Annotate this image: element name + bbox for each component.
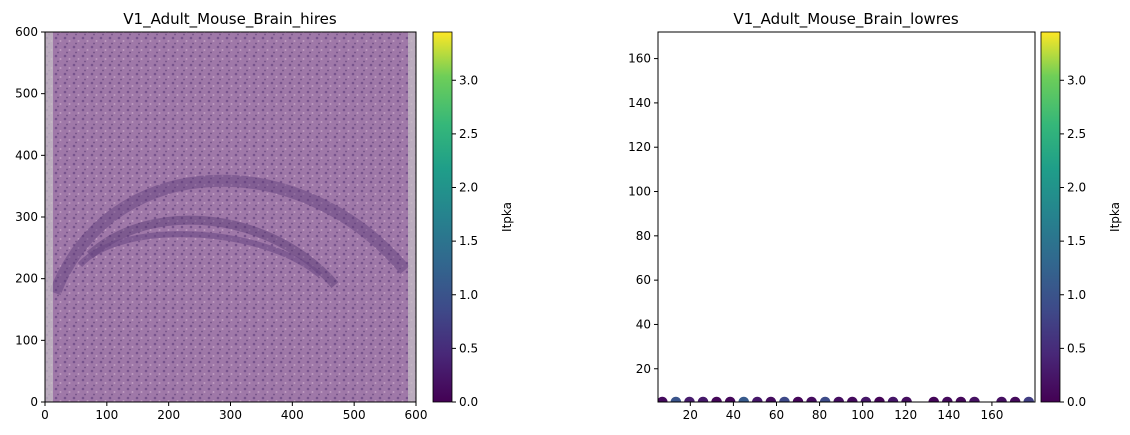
- colorbar-tick-label: 2.0: [459, 181, 478, 195]
- colorbar-label-lowres: Itpka: [1108, 202, 1122, 232]
- panel-hires: V1_Adult_Mouse_Brain_hires 0 100 200 300 400…: [15, 10, 514, 422]
- spot: [1009, 396, 1021, 402]
- y-tick-label: 160: [628, 52, 651, 66]
- y-axis-hires: 0 100 200 300 400 500 600: [15, 25, 45, 409]
- colorbar-tick-label: 3.0: [1067, 73, 1086, 87]
- y-axis-lowres: 20 40 60 80 100 120 140 160: [628, 52, 658, 376]
- y-tick-label: 80: [636, 229, 651, 243]
- y-tick-label: 300: [15, 210, 38, 224]
- x-tick-label: 100: [851, 408, 874, 422]
- colorbar-lowres: [1040, 31, 1061, 403]
- spot: [738, 396, 750, 402]
- panel-lowres: V1_Adult_Mouse_Brain_lowres 20 40 60 80 100 1…: [628, 10, 1122, 422]
- tissue-fold-upper: [49, 174, 410, 296]
- colorbar-tick-label: 2.5: [1067, 127, 1086, 141]
- tissue-background: [45, 32, 416, 402]
- tissue-edge-right: [408, 32, 416, 402]
- x-tick-label: 0: [41, 408, 49, 422]
- y-tick-label: 60: [636, 273, 651, 287]
- colorbar-tick-label: 0.0: [1067, 395, 1086, 409]
- colorbar-tick-label: 2.0: [1067, 181, 1086, 195]
- colorbar-tick-label: 0.0: [459, 395, 478, 409]
- spot: [928, 396, 940, 402]
- spot: [792, 396, 804, 402]
- x-tick-label: 160: [980, 408, 1003, 422]
- spot: [779, 396, 790, 402]
- x-axis-hires: 0 100 200 300 400 500 600: [41, 402, 427, 422]
- y-tick-label: 100: [628, 185, 651, 199]
- y-tick-label: 120: [628, 140, 651, 154]
- spot: [684, 396, 695, 402]
- colorbar-tick-label: 1.5: [459, 234, 478, 248]
- colorbar-tick-label: 1.5: [1067, 234, 1086, 248]
- x-tick-label: 100: [95, 408, 118, 422]
- spot: [996, 396, 1007, 402]
- axes-frame-lowres: [657, 31, 1036, 403]
- colorbar-tick-label: 3.0: [459, 73, 478, 87]
- spot: [860, 396, 872, 402]
- spot: [806, 396, 817, 402]
- spot: [833, 396, 845, 402]
- spot: [819, 396, 831, 402]
- tissue-edge-left: [45, 32, 53, 402]
- y-tick-label: 140: [628, 96, 651, 110]
- colorbar-tick-label: 1.0: [459, 288, 478, 302]
- spot: [942, 396, 953, 402]
- y-tick-label: 20: [636, 362, 651, 376]
- colorbar-ticks-hires: 0.0 0.5 1.0 1.5 2.0 2.5 3.0: [452, 73, 478, 409]
- chart-title-hires: V1_Adult_Mouse_Brain_hires: [123, 10, 337, 29]
- spot: [752, 396, 763, 402]
- tissue-fold-hippocampus: [77, 231, 322, 278]
- tissue-fold-lower: [86, 215, 339, 288]
- spot: [955, 396, 967, 402]
- colorbar-tick-label: 0.5: [459, 341, 478, 355]
- spot: [969, 396, 980, 402]
- spots-lowres: [658, 396, 1035, 402]
- x-axis-lowres: 20 40 60 80 100 120 140 160: [683, 402, 1003, 422]
- spot: [658, 396, 668, 402]
- colorbar-hires: [432, 31, 453, 403]
- x-tick-label: 400: [281, 408, 304, 422]
- x-tick-label: 40: [726, 408, 741, 422]
- x-tick-label: 300: [219, 408, 242, 422]
- y-tick-label: 100: [15, 333, 38, 347]
- x-tick-label: 80: [812, 408, 827, 422]
- x-tick-label: 60: [769, 408, 784, 422]
- spot: [874, 396, 885, 402]
- y-tick-label: 40: [636, 317, 651, 331]
- x-tick-label: 140: [937, 408, 960, 422]
- spot: [711, 396, 722, 402]
- colorbar-label-hires: Itpka: [500, 202, 514, 232]
- x-tick-label: 500: [343, 408, 366, 422]
- y-tick-label: 500: [15, 87, 38, 101]
- spot: [847, 396, 858, 402]
- colorbar-ticks-lowres: 0.0 0.5 1.0 1.5 2.0 2.5 3.0: [1060, 73, 1086, 409]
- spot: [670, 396, 682, 402]
- spot: [765, 396, 777, 402]
- spot: [724, 396, 736, 402]
- colorbar-tick-label: 2.5: [459, 127, 478, 141]
- spot: [1023, 396, 1035, 402]
- chart-title-lowres: V1_Adult_Mouse_Brain_lowres: [733, 10, 959, 29]
- colorbar-tick-label: 1.0: [1067, 288, 1086, 302]
- x-tick-label: 600: [405, 408, 428, 422]
- colorbar-tick-label: 0.5: [1067, 341, 1086, 355]
- y-tick-label: 400: [15, 148, 38, 162]
- y-tick-label: 0: [30, 395, 38, 409]
- x-tick-label: 20: [683, 408, 698, 422]
- spot: [887, 396, 899, 402]
- x-tick-label: 200: [157, 408, 180, 422]
- x-tick-label: 120: [894, 408, 917, 422]
- spot: [901, 396, 912, 402]
- y-tick-label: 200: [15, 272, 38, 286]
- plot-background: [658, 32, 1035, 402]
- spot: [697, 396, 709, 402]
- y-tick-label: 600: [15, 25, 38, 39]
